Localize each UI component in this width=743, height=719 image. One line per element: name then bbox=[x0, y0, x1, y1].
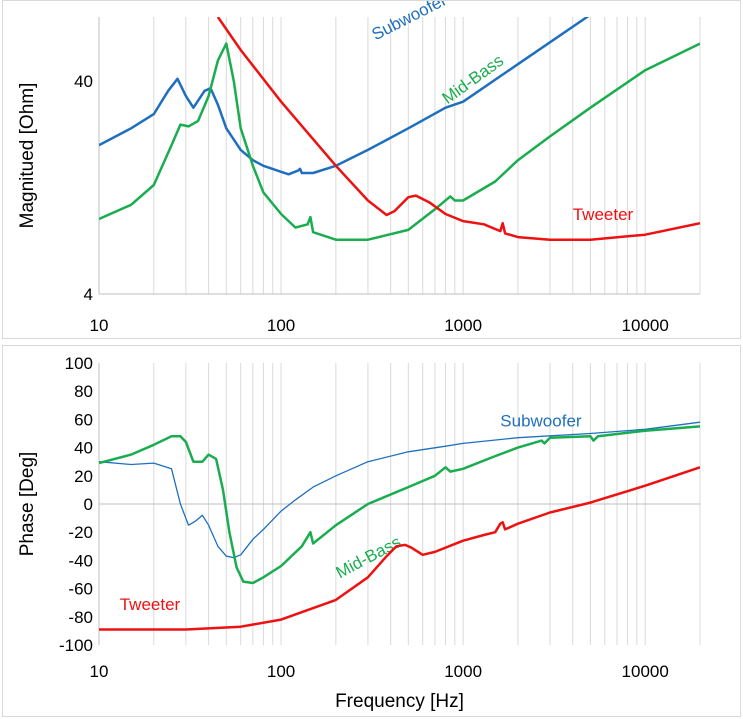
y-tick-label: -40 bbox=[68, 551, 93, 570]
y-tick-label: 20 bbox=[74, 467, 93, 486]
series-line-mid-bass bbox=[99, 425, 700, 585]
magnitude-chart: 10 100 1000 10000 4 40 Magnitued [Ohm] Subwoofe… bbox=[17, 1, 701, 335]
series-label-subwoofer: Subwoofer bbox=[500, 411, 582, 430]
x-tick-label: 1000 bbox=[444, 316, 482, 335]
phase-chart: 10 100 1000 10000 100 80 60 40 20 0 -20 -40 -60 -80 -1… bbox=[17, 354, 701, 712]
y-tick-label: 100 bbox=[65, 354, 93, 373]
y-axis-title: Magnitued [Ohm] bbox=[17, 83, 38, 229]
series-label-tweeter: Tweeter bbox=[120, 595, 181, 614]
series-line-subwoofer bbox=[99, 421, 700, 559]
phase-chart-panel: 10 100 1000 10000 100 80 60 40 20 0 -20 -40 -60 -80 -1… bbox=[2, 345, 741, 717]
series-label-subwoofer: Subwoofer bbox=[369, 1, 450, 44]
y-tick-label: 4 bbox=[84, 285, 93, 304]
y-tick-label: -100 bbox=[59, 636, 93, 655]
magnitude-chart-panel: 10 100 1000 10000 4 40 Magnitued [Ohm] Subwoofe… bbox=[2, 0, 741, 339]
series-line-tweeter bbox=[216, 17, 700, 241]
series-line-subwoofer bbox=[99, 17, 590, 176]
x-tick-label: 10000 bbox=[622, 316, 669, 335]
series-line-tweeter bbox=[99, 466, 700, 631]
x-tick-label: 10 bbox=[90, 316, 109, 335]
x-axis-title: Frequency [Hz] bbox=[335, 691, 464, 712]
series-line-mid-bass bbox=[99, 42, 700, 241]
y-tick-label: -60 bbox=[68, 580, 93, 599]
x-tick-label: 100 bbox=[267, 316, 295, 335]
y-tick-label: 60 bbox=[74, 410, 93, 429]
y-tick-label: 40 bbox=[74, 72, 93, 91]
y-tick-label: -80 bbox=[68, 608, 93, 627]
y-tick-label: 0 bbox=[84, 495, 93, 514]
y-tick-label: -20 bbox=[68, 523, 93, 542]
y-tick-label: 40 bbox=[74, 439, 93, 458]
vertical-gridlines bbox=[98, 17, 701, 294]
x-tick-label: 100 bbox=[267, 662, 295, 681]
y-axis-title: Phase [Deg] bbox=[17, 452, 38, 557]
x-tick-label: 1000 bbox=[444, 662, 482, 681]
x-tick-label: 10 bbox=[90, 662, 109, 681]
y-tick-label: 80 bbox=[74, 382, 93, 401]
series-label-tweeter: Tweeter bbox=[573, 205, 634, 224]
x-tick-label: 10000 bbox=[622, 662, 669, 681]
